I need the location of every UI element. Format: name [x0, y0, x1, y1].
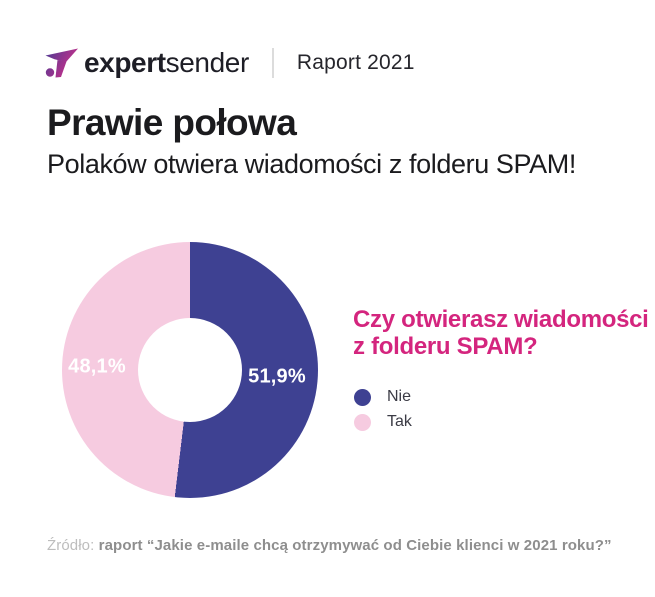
headline: Prawie połowa: [47, 102, 297, 143]
chart-question-line2: z folderu SPAM?: [353, 333, 538, 360]
slice-label-nie: 51,9%: [248, 365, 306, 388]
report-label: Raport 2021: [296, 51, 415, 74]
chart-question: Czy otwierasz wiadomości z folderu SPAM?: [353, 306, 649, 360]
brand-word-sender: sender: [165, 47, 250, 78]
expertsender-logo-icon: [45, 48, 78, 78]
brand-wordmark: expertsender: [84, 47, 249, 79]
legend-item-nie: Nie: [354, 387, 412, 407]
subheadline: Polaków otwiera wiadomości z folderu SPA…: [47, 149, 576, 179]
legend-label-nie: Nie: [387, 388, 412, 405]
header-divider: [271, 48, 274, 78]
chart-legend: Nie Tak: [354, 387, 412, 437]
header: expertsender Raport 2021: [44, 46, 415, 80]
source-prefix: Źródło:: [47, 537, 95, 554]
source-text: raport “Jakie e-maile chcą otrzymywać od…: [98, 537, 612, 554]
donut-chart: 51,9% 48,1%: [62, 242, 318, 498]
legend-item-tak: Tak: [354, 412, 412, 432]
slice-label-tak: 48,1%: [68, 355, 126, 378]
source-line: Źródło: raport “Jakie e-maile chcą otrzy…: [47, 537, 612, 554]
donut-hole: [138, 318, 242, 422]
chart-question-line1: Czy otwierasz wiadomości: [353, 306, 649, 333]
legend-swatch-tak: [354, 413, 371, 431]
donut-ring: [62, 242, 318, 498]
legend-label-tak: Tak: [387, 413, 412, 430]
brand-word-expert: expert: [84, 47, 166, 78]
legend-swatch-nie: [354, 388, 371, 406]
